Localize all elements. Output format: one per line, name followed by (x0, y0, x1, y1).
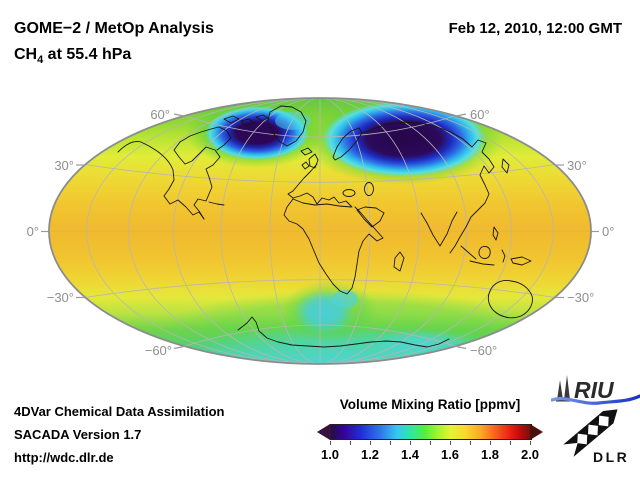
colorbar-gradient (330, 424, 532, 440)
dlr-arrow-cutouts (577, 415, 609, 445)
colorbar-tick (450, 441, 451, 445)
colorbar-title: Volume Mixing Ratio [ppmv] (339, 397, 521, 412)
colorbar-tick (390, 441, 391, 445)
colorbar-tick-label: 1.0 (320, 447, 340, 462)
colorbar-tick (490, 441, 491, 445)
colorbar-tick (510, 441, 511, 445)
riu-swoosh (551, 394, 640, 405)
colorbar-tick (330, 441, 331, 445)
cyan-tongue-hook (332, 290, 358, 308)
caption-line-url: http://wdc.dlr.de (14, 450, 114, 465)
colorbar-tick (410, 441, 411, 445)
dlr-logo: DLR (563, 409, 629, 465)
caption-line-assimilation: 4DVar Chemical Data Assimilation (14, 404, 225, 419)
species-subscript: 4 (37, 54, 44, 67)
lat-label-60s-right: −60° (470, 343, 497, 358)
latitude-ticks (41, 113, 599, 350)
colorbar-tick (530, 441, 531, 445)
timestamp: Feb 12, 2010, 12:00 GMT (448, 20, 622, 37)
coastlines (117, 105, 553, 348)
map-field (49, 98, 591, 364)
lat-label-30n-right: 30° (567, 158, 587, 173)
pressure-level: at 55.4 hPa (43, 46, 132, 63)
colorbar-overflow-arrow (530, 424, 543, 440)
lat-label-30n-left: 30° (54, 158, 74, 173)
colorbar-tick (470, 441, 471, 445)
riu-logo-text: RIU (574, 377, 615, 403)
greenland-cyan-patch (275, 112, 311, 130)
caption-block: 4DVar Chemical Data Assimilation SACADA … (14, 400, 225, 469)
colorbar-tick (430, 441, 431, 445)
figure-title: GOME−2 / MetOp Analysis (14, 20, 214, 37)
colorbar-tick-label: 1.4 (400, 447, 420, 462)
lat-label-60n-left: 60° (150, 107, 170, 122)
colorbar-tick (370, 441, 371, 445)
latitude-labels: 60° 30° 0° −30° −60° 60° 30° 0° −30° −60… (27, 107, 615, 358)
riu-logo: RIU (551, 375, 640, 405)
lat-label-0-right: 0° (602, 224, 614, 239)
colorbar-tick-label: 2.0 (520, 447, 540, 462)
caption-line-version: SACADA Version 1.7 (14, 427, 142, 442)
colorbar-underflow-arrow (317, 424, 330, 440)
species-symbol: CH (14, 46, 38, 63)
dlr-logo-text: DLR (593, 449, 629, 465)
lat-label-60s-left: −60° (145, 343, 172, 358)
figure-subtitle: CH4 at 55.4 hPa (14, 42, 214, 73)
lat-label-30s-right: −30° (567, 290, 594, 305)
lat-label-60n-right: 60° (470, 107, 490, 122)
title-block: GOME−2 / MetOp Analysis CH4 at 55.4 hPa (14, 16, 214, 73)
colorbar-tick-label: 1.6 (440, 447, 460, 462)
colorbar: Volume Mixing Ratio [ppmv] 1.0 1.2 1.4 1… (317, 397, 543, 469)
colorbar-tick (350, 441, 351, 445)
vortex-lobe-siberia (322, 101, 486, 177)
lat-label-30s-left: −30° (47, 290, 74, 305)
cathedral-icon (556, 375, 571, 402)
lat-label-0-left: 0° (27, 224, 39, 239)
colorbar-tick-label: 1.8 (480, 447, 500, 462)
colorbar-tick-label: 1.2 (360, 447, 380, 462)
